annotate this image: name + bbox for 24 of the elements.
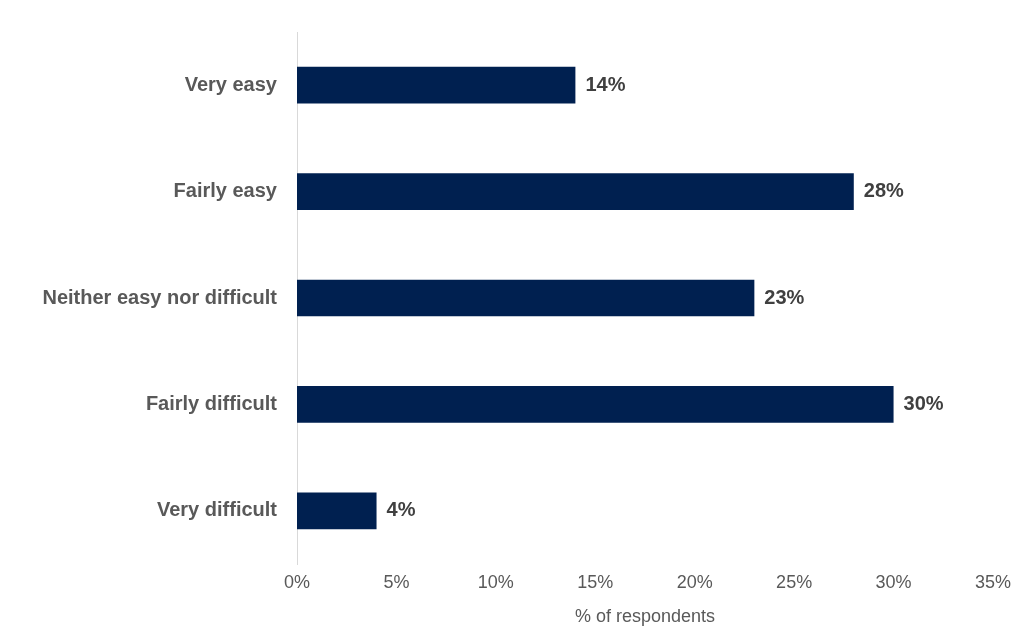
bar xyxy=(297,66,576,104)
bar xyxy=(297,173,854,210)
data-label: 28% xyxy=(863,179,905,202)
y-tick-label: Very difficult xyxy=(156,498,278,521)
x-tick-label: 5% xyxy=(383,571,410,592)
x-axis-title: % of respondents xyxy=(574,606,716,627)
bar xyxy=(297,492,377,530)
x-tick-label: 30% xyxy=(875,571,912,592)
x-tick-label: 25% xyxy=(776,571,813,592)
data-label: 4% xyxy=(386,498,416,521)
x-tick-label: 35% xyxy=(974,571,1011,592)
bar xyxy=(297,386,894,423)
y-tick-label: Neither easy nor difficult xyxy=(42,285,278,308)
data-label: 23% xyxy=(764,285,805,308)
y-tick-label: Fairly easy xyxy=(173,179,278,202)
x-tick-label: 0% xyxy=(283,571,311,592)
x-tick-label: 15% xyxy=(577,571,614,592)
y-tick-label: Fairly difficult xyxy=(145,391,278,414)
y-tick-label: Very easy xyxy=(184,72,278,95)
bar xyxy=(297,279,755,317)
x-tick-label: 10% xyxy=(477,571,514,592)
data-label: 30% xyxy=(903,391,944,414)
data-label: 14% xyxy=(585,72,626,95)
x-tick-label: 20% xyxy=(676,571,713,592)
